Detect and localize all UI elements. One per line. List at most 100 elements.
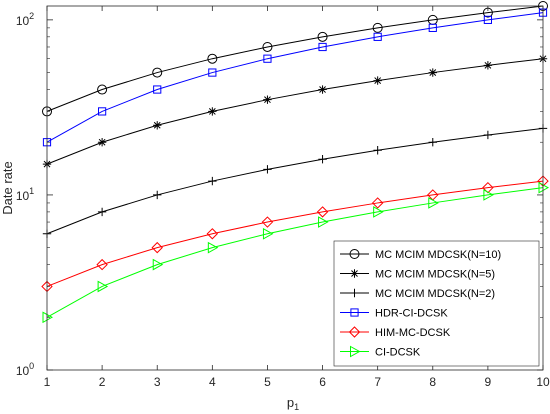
data-point [153, 121, 162, 130]
data-point [317, 31, 328, 42]
data-point [98, 107, 107, 116]
y-tick-label-exponent: 0 [29, 361, 34, 371]
x-tick-label: 8 [429, 375, 436, 389]
data-point [207, 241, 219, 254]
data-point [151, 241, 163, 254]
legend-swatch-marker [350, 288, 359, 298]
x-tick-label: 1 [44, 375, 51, 389]
data-point [372, 22, 383, 33]
data-point [152, 258, 164, 271]
x-tick-label: 7 [374, 375, 381, 389]
data-point [428, 23, 437, 32]
legend-item: HIM-MC-DCSK [340, 326, 451, 339]
legend-label: MC MCIM MDCSK(N=10) [375, 249, 501, 261]
x-tick-label: 10 [536, 375, 550, 389]
data-point [371, 197, 384, 209]
legend-label: CI-DCSK [375, 347, 421, 359]
series-line [46, 58, 544, 165]
x-tick-label: 5 [264, 375, 271, 389]
legend-item: CI-DCSK [340, 345, 421, 359]
data-point [318, 154, 327, 164]
data-point [261, 216, 274, 228]
x-axis-label-subscript: 1 [294, 402, 299, 412]
legend-label: HDR-CI-DCSK [375, 308, 448, 320]
data-point [428, 68, 437, 77]
series-5 [41, 175, 549, 293]
legend: MC MCIM MDCSK(N=10) MC MCIM MDCSK(N=5) MC … [333, 240, 540, 367]
data-point [373, 206, 384, 218]
data-point [483, 15, 492, 24]
x-tick-label: 3 [154, 375, 161, 389]
x-tick-label: 4 [209, 375, 216, 389]
data-point [42, 311, 54, 324]
y-tick-label: 102 [16, 11, 34, 28]
series-line [46, 12, 544, 143]
data-point [207, 53, 218, 64]
data-point [208, 107, 217, 116]
data-point [96, 258, 108, 271]
series-layer [41, 1, 550, 324]
data-point [428, 197, 439, 209]
legend-swatch-marker [350, 269, 359, 278]
data-point [318, 216, 329, 228]
x-axis-label: p1 [287, 395, 299, 412]
data-point [318, 42, 327, 52]
series-line [46, 187, 544, 318]
legend-swatch-marker [349, 249, 360, 259]
y-tick-label-exponent: 1 [29, 186, 34, 196]
data-point [373, 76, 382, 85]
data-point [262, 41, 273, 52]
data-point [97, 84, 108, 95]
legend-label: HIM-MC-DCSK [375, 327, 451, 339]
y-tick-label-exponent: 2 [29, 11, 34, 21]
series-6 [42, 181, 550, 324]
data-point [538, 181, 550, 194]
series-line [46, 127, 544, 235]
series-line [46, 180, 544, 287]
legend-swatch-marker [350, 308, 359, 317]
y-axis-label: Date rate [0, 161, 15, 214]
legend-item: MC MCIM MDCSK(N=2) [340, 288, 495, 300]
data-point [373, 32, 382, 41]
x-tick-label: 9 [485, 375, 492, 389]
legend-item: MC MCIM MDCSK(N=10) [340, 249, 501, 261]
legend-swatch-marker [350, 345, 361, 358]
x-tick-label: 2 [99, 375, 106, 389]
y-tick-label: 100 [16, 361, 34, 378]
data-point [97, 138, 107, 147]
data-point [316, 206, 329, 218]
data-point [208, 68, 217, 77]
data-point [483, 189, 494, 201]
data-point [208, 176, 217, 186]
data-point [428, 138, 437, 147]
series-line [46, 5, 544, 112]
series-4 [42, 8, 548, 147]
y-tick-label-base: 10 [16, 364, 30, 378]
data-point [263, 165, 272, 174]
data-point [263, 95, 272, 104]
data-point [152, 67, 163, 78]
legend-label: MC MCIM MDCSK(N=5) [375, 269, 495, 281]
data-point [97, 280, 109, 293]
data-point [483, 61, 493, 70]
data-point [206, 228, 219, 240]
data-point [263, 54, 272, 63]
legend-box [333, 240, 540, 367]
x-tick-label: 6 [319, 375, 326, 389]
legend-item: MC MCIM MDCSK(N=5) [340, 269, 495, 281]
data-point [153, 190, 162, 200]
y-tick-label-base: 10 [16, 189, 30, 203]
x-axis-label-main: p [287, 395, 294, 410]
data-point [318, 85, 327, 94]
data-point [153, 85, 162, 94]
y-tick-label: 101 [16, 186, 34, 203]
y-tick-label-base: 10 [16, 14, 30, 28]
legend-item: HDR-CI-DCSK [340, 308, 448, 320]
legend-swatch-marker [348, 326, 361, 338]
plot-frame [46, 5, 544, 371]
data-point [483, 130, 493, 140]
data-point [97, 207, 107, 217]
data-point [262, 227, 274, 240]
legend-label: MC MCIM MDCSK(N=2) [375, 288, 495, 300]
